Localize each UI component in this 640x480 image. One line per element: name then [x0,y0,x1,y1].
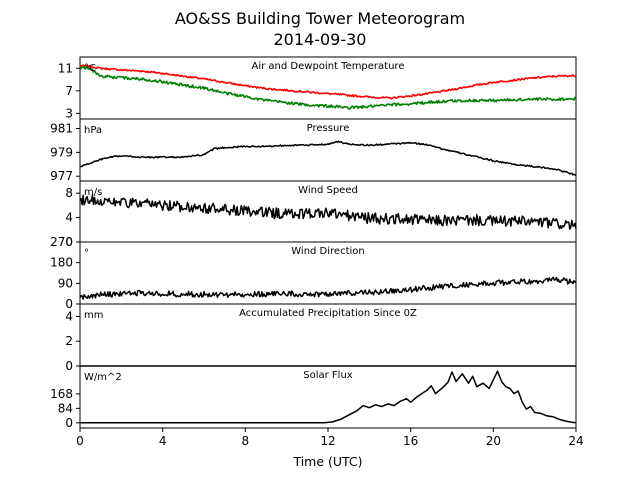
panel-unit-wind_speed: m/s [84,187,102,198]
y-tick-label: 180 [50,256,73,270]
y-tick-label: 0 [65,416,73,430]
panel-unit-temperature: °C [84,63,96,74]
panel-unit-solar_flux: W/m^2 [84,372,122,383]
y-tick-label: 3 [65,106,73,120]
x-tick-label: 8 [242,434,250,448]
x-tick-label: 0 [76,434,84,448]
y-tick-label: 270 [50,235,73,249]
series-line-wind_direction-0 [79,276,577,300]
panel-unit-wind_direction: ° [84,248,89,259]
panel-label-wind_speed: Wind Speed [298,185,358,196]
x-tick-label: 24 [568,434,583,448]
x-tick-label: 4 [159,434,167,448]
chart-title-line2: 2014-09-30 [274,30,367,49]
y-tick-label: 168 [50,387,73,401]
y-tick-label: 2 [65,334,73,348]
y-tick-label: 4 [65,309,73,323]
series-line-wind_speed-0 [79,194,577,230]
y-tick-label: 4 [65,211,73,225]
series-line-temperature-0 [79,64,577,100]
panel-unit-precipitation: mm [84,310,103,321]
y-tick-label: 7 [65,84,73,98]
y-tick-label: 11 [58,61,73,75]
x-tick-label: 12 [320,434,335,448]
panels-group: 3 7 11 Air and Dewpoint Temperature °C 977 979… [50,56,577,430]
panel-label-pressure: Pressure [307,123,350,134]
y-tick-label: 979 [50,145,73,159]
panel-label-precipitation: Accumulated Precipitation Since 0Z [239,308,417,319]
panel-unit-pressure: hPa [84,125,102,136]
x-axis: 0 4 8 12 16 20 24 [76,428,584,448]
y-tick-label: 977 [50,169,73,183]
panel-label-temperature: Air and Dewpoint Temperature [252,61,405,72]
x-axis-label: Time (UTC) [292,454,362,469]
y-tick-label: 981 [50,122,73,136]
chart-title-line1: AO&SS Building Tower Meteorogram [175,9,465,28]
y-tick-label: 0 [65,235,73,249]
y-tick-label: 90 [58,276,73,290]
y-tick-label: 0 [65,297,73,311]
x-tick-label: 16 [403,434,418,448]
y-tick-label: 84 [58,401,73,415]
series-line-solar_flux-0 [80,370,577,424]
series-line-pressure-0 [79,140,577,177]
x-tick-label: 20 [486,434,501,448]
panel-label-solar_flux: Solar Flux [303,370,353,381]
series-line-temperature-1 [79,65,577,110]
y-tick-label: 0 [65,359,73,373]
y-tick-label: 8 [65,186,73,200]
panel-label-wind_direction: Wind Direction [291,246,365,257]
